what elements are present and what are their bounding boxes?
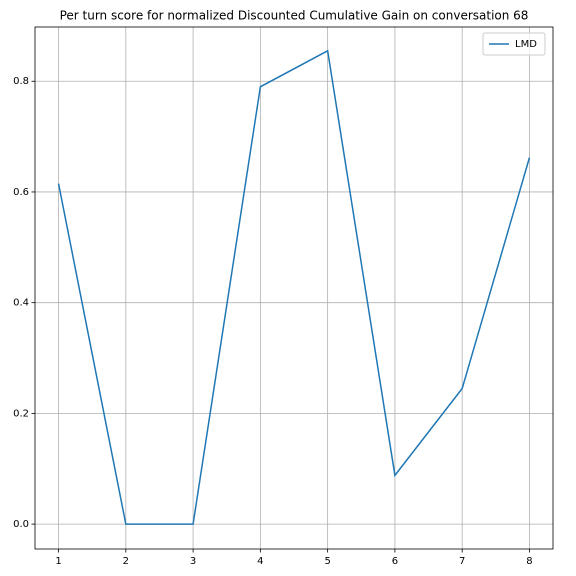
legend-label: LMD [515,39,537,50]
y-tick-label: 0.6 [13,187,29,198]
y-tick-label: 0.0 [13,519,29,530]
legend-box [482,32,546,56]
x-tick-label: 4 [257,556,263,567]
y-tick-label: 0.4 [13,298,29,309]
plot-frame [34,26,554,550]
x-tick-label: 6 [392,556,398,567]
x-tick-label: 2 [123,556,129,567]
x-tick-label: 3 [190,556,196,567]
x-tick-label: 5 [324,556,330,567]
line-series [57,49,531,525]
x-tick-label: 8 [526,556,532,567]
y-tick-label: 0.2 [13,408,29,419]
x-tick-label: 1 [55,556,61,567]
y-tick-label: 0.8 [13,76,29,87]
x-tick-label: 7 [459,556,465,567]
chart-title: Per turn score for normalized Discounted… [60,9,529,23]
